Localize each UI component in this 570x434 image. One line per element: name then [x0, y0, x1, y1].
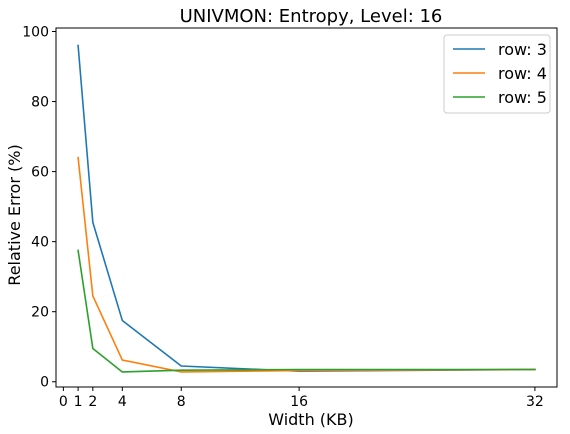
y-tick-label: 60 [31, 165, 49, 181]
y-tick-label: 100 [22, 25, 49, 41]
y-axis-label: Relative Error (%) [5, 144, 24, 285]
x-tick-label: 1 [74, 394, 83, 410]
legend: row: 3 row: 4 row: 5 [443, 34, 551, 114]
legend-label-2: row: 4 [498, 64, 547, 83]
legend-box [443, 34, 551, 114]
chart-title: UNIVMON: Entropy, Level: 16 [180, 6, 443, 27]
x-tick-label: 8 [177, 394, 186, 410]
y-tick-label: 80 [31, 95, 49, 111]
y-tick-label: 20 [31, 305, 49, 321]
x-tick-label: 4 [118, 394, 127, 410]
x-tick-label: 0 [59, 394, 68, 410]
y-tick-label: 40 [31, 235, 49, 251]
series-line-3 [77, 249, 536, 373]
legend-label-3: row: 5 [498, 88, 547, 107]
legend-label-1: row: 3 [498, 40, 547, 59]
y-tick-label: 0 [40, 375, 49, 391]
x-tick-label: 32 [526, 394, 544, 410]
x-tick-label: 2 [88, 394, 97, 410]
axes-frame [55, 27, 558, 388]
series-line-2 [77, 156, 536, 373]
x-tick-label: 16 [290, 394, 308, 410]
x-axis-label: Width (KB) [268, 410, 354, 429]
